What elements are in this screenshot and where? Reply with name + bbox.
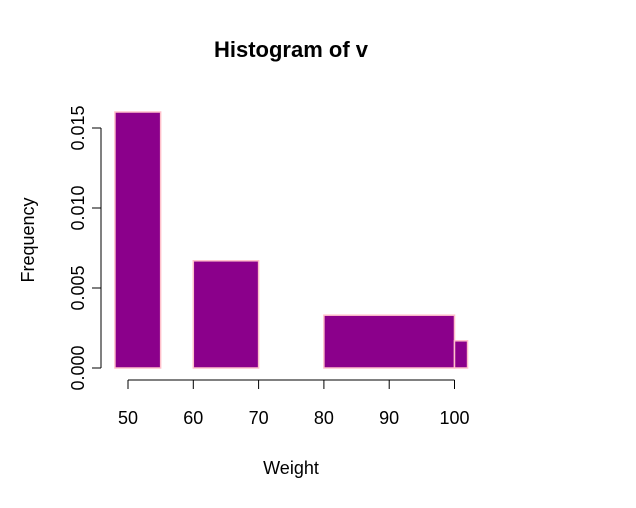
x-tick-label: 90 — [379, 408, 399, 428]
y-tick-label: 0.005 — [68, 265, 88, 310]
x-axis: 50 60 70 80 90 100 — [118, 379, 470, 428]
x-axis-label: Weight — [263, 458, 319, 478]
histogram-bar-5 — [453, 340, 469, 369]
histogram-bar-4 — [323, 314, 456, 369]
y-tick-label: 0.015 — [68, 105, 88, 150]
chart-title: Histogram of v — [214, 37, 369, 62]
histogram-bar-0 — [114, 111, 162, 369]
x-tick-label: 50 — [118, 408, 138, 428]
y-tick-label: 0.000 — [68, 345, 88, 390]
x-tick-label: 60 — [183, 408, 203, 428]
y-axis: 0.000 0.005 0.010 0.015 — [68, 105, 102, 391]
bars-group — [114, 111, 469, 369]
y-tick-label: 0.010 — [68, 185, 88, 230]
histogram-bar-2 — [192, 260, 260, 369]
x-tick-label: 70 — [249, 408, 269, 428]
x-tick-label: 80 — [314, 408, 334, 428]
x-tick-label: 100 — [439, 408, 469, 428]
y-axis-label: Frequency — [18, 197, 38, 282]
